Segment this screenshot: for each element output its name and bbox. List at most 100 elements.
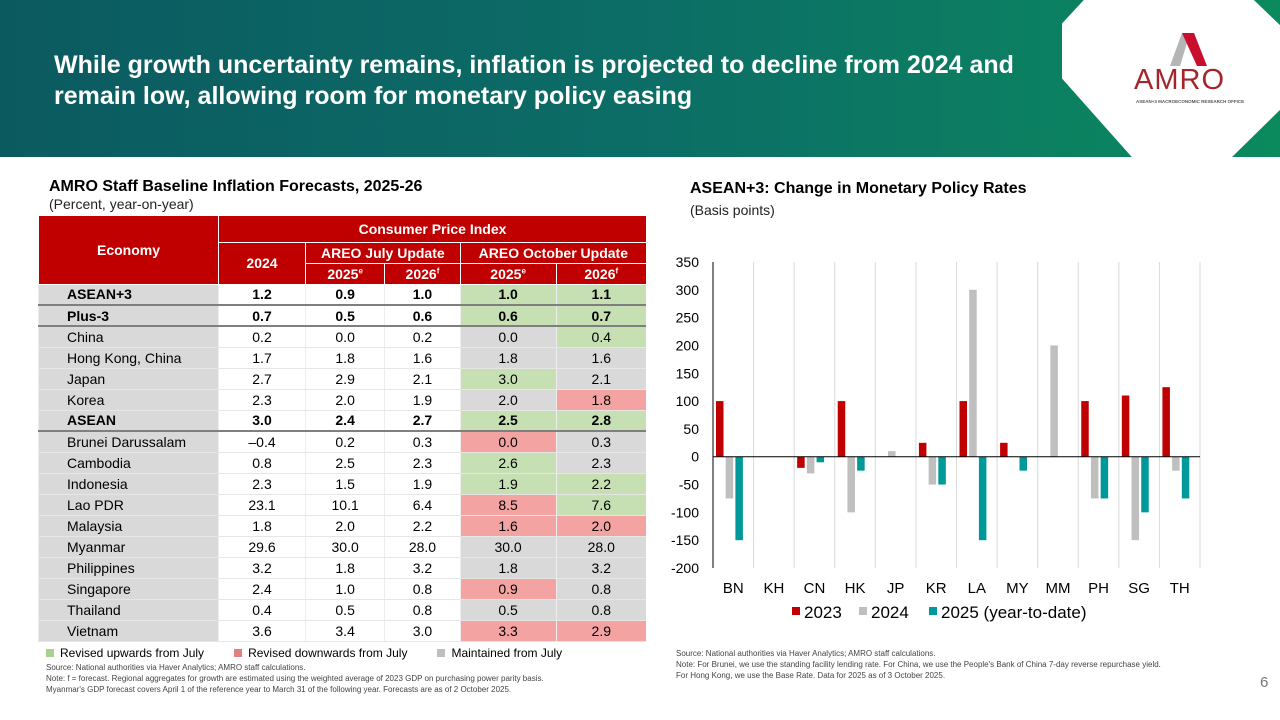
value-cell: 1.9 bbox=[459, 473, 557, 495]
economy-cell: Brunei Darussalam bbox=[38, 431, 219, 453]
y-tick-label: 300 bbox=[676, 282, 700, 298]
legend-up: Revised upwards from July bbox=[46, 646, 204, 660]
chart-title: ASEAN+3: Change in Monetary Policy Rates bbox=[690, 180, 1027, 197]
value-cell: 0.6 bbox=[384, 305, 461, 327]
value-cell: 3.2 bbox=[384, 557, 461, 579]
bar-2023-CN bbox=[797, 456, 805, 468]
y-tick-label: 100 bbox=[676, 393, 700, 409]
bar-2024-LA bbox=[969, 289, 977, 457]
value-cell: 0.0 bbox=[459, 431, 557, 453]
table-row: Plus-3 0.7 0.5 0.6 0.6 0.7 bbox=[38, 305, 646, 327]
value-cell: 2.0 bbox=[304, 515, 385, 537]
value-cell: 0.3 bbox=[555, 431, 646, 453]
value-cell: 0.0 bbox=[459, 326, 557, 348]
table-legend: Revised upwards from July Revised downwa… bbox=[46, 646, 562, 660]
value-cell: 2.3 bbox=[218, 473, 306, 495]
chart-subtitle: (Basis points) bbox=[690, 202, 775, 218]
value-cell: –0.4 bbox=[218, 431, 306, 453]
table-row: ASEAN 3.0 2.4 2.7 2.5 2.8 bbox=[38, 410, 646, 432]
x-tick-label: SG bbox=[1128, 580, 1150, 597]
bar-2023-BN bbox=[716, 401, 724, 457]
table-notes: Source: National authorities via Haver A… bbox=[46, 663, 544, 694]
value-cell: 30.0 bbox=[304, 536, 385, 558]
economy-cell: Thailand bbox=[38, 599, 219, 621]
value-cell: 0.6 bbox=[459, 305, 557, 327]
economy-cell: ASEAN bbox=[38, 410, 219, 432]
value-cell: 0.4 bbox=[218, 599, 306, 621]
value-cell: 0.8 bbox=[218, 452, 306, 474]
legend-label: 2025 (year-to-date) bbox=[941, 603, 1087, 622]
bar-2025-PH bbox=[1100, 456, 1109, 499]
header-2024: 2024 bbox=[218, 242, 306, 285]
legend-label: 2023 bbox=[804, 603, 842, 622]
value-cell: 2.0 bbox=[555, 515, 646, 537]
bar-2023-MY bbox=[1000, 442, 1008, 457]
table-row: Brunei Darussalam –0.4 0.2 0.3 0.0 0.3 bbox=[38, 431, 646, 453]
value-cell: 2.5 bbox=[459, 410, 557, 432]
y-tick-label: 50 bbox=[683, 421, 699, 437]
table-row: Japan 2.7 2.9 2.1 3.0 2.1 bbox=[38, 368, 646, 390]
y-tick-label: -150 bbox=[671, 532, 699, 548]
header-july-2026: 2026f bbox=[384, 263, 461, 285]
value-cell: 28.0 bbox=[384, 536, 461, 558]
bar-2025-CN bbox=[816, 456, 825, 463]
value-cell: 1.6 bbox=[555, 347, 646, 369]
logo-subtitle: ASEAN+3 MACROECONOMIC RESEARCH OFFICE bbox=[1136, 99, 1245, 104]
bar-2025-KR bbox=[938, 456, 946, 485]
economy-cell: China bbox=[38, 326, 219, 348]
value-cell: 0.9 bbox=[304, 284, 385, 306]
bar-2025-MY bbox=[1019, 456, 1027, 471]
value-cell: 3.0 bbox=[218, 410, 306, 432]
bar-2023-LA bbox=[959, 401, 967, 457]
value-cell: 0.5 bbox=[304, 599, 385, 621]
header-october: AREO October Update bbox=[459, 242, 646, 264]
table-row: Lao PDR 23.1 10.1 6.4 8.5 7.6 bbox=[38, 494, 646, 516]
value-cell: 3.2 bbox=[555, 557, 646, 579]
value-cell: 0.0 bbox=[304, 326, 385, 348]
value-cell: 1.0 bbox=[304, 578, 385, 600]
value-cell: 2.4 bbox=[218, 578, 306, 600]
legend-down: Revised downwards from July bbox=[234, 646, 407, 660]
value-cell: 0.8 bbox=[555, 578, 646, 600]
value-cell: 10.1 bbox=[304, 494, 385, 516]
value-cell: 0.3 bbox=[384, 431, 461, 453]
value-cell: 0.2 bbox=[218, 326, 306, 348]
value-cell: 3.6 bbox=[218, 620, 306, 642]
economy-cell: Vietnam bbox=[38, 620, 219, 642]
value-cell: 1.6 bbox=[459, 515, 557, 537]
value-cell: 2.4 bbox=[304, 410, 385, 432]
value-cell: 0.5 bbox=[304, 305, 385, 327]
value-cell: 1.8 bbox=[304, 557, 385, 579]
header-july-2025: 2025e bbox=[304, 263, 385, 285]
x-tick-label: BN bbox=[723, 580, 744, 597]
value-cell: 1.8 bbox=[459, 557, 557, 579]
value-cell: 3.2 bbox=[218, 557, 306, 579]
value-cell: 0.2 bbox=[384, 326, 461, 348]
value-cell: 2.8 bbox=[555, 410, 646, 432]
bar-2024-CN bbox=[806, 456, 815, 474]
legend-swatch bbox=[859, 607, 867, 615]
bar-2025-BN bbox=[735, 456, 743, 541]
bar-2023-TH bbox=[1162, 387, 1170, 457]
x-tick-label: MY bbox=[1006, 580, 1029, 597]
chart-notes: Source: National authorities via Haver A… bbox=[676, 649, 1161, 680]
economy-cell: Cambodia bbox=[38, 452, 219, 474]
value-cell: 1.9 bbox=[384, 389, 461, 411]
value-cell: 3.3 bbox=[459, 620, 557, 642]
y-tick-label: 200 bbox=[676, 337, 700, 353]
bar-2024-HK bbox=[847, 456, 855, 513]
y-tick-label: 150 bbox=[676, 365, 700, 381]
value-cell: 0.8 bbox=[384, 578, 461, 600]
bar-2023-SG bbox=[1121, 395, 1130, 457]
economy-cell: Philippines bbox=[38, 557, 219, 579]
value-cell: 1.8 bbox=[555, 389, 646, 411]
value-cell: 3.4 bbox=[304, 620, 385, 642]
value-cell: 1.6 bbox=[384, 347, 461, 369]
economy-cell: Lao PDR bbox=[38, 494, 219, 516]
value-cell: 6.4 bbox=[384, 494, 461, 516]
value-cell: 1.8 bbox=[218, 515, 306, 537]
x-tick-label: KH bbox=[763, 580, 784, 597]
value-cell: 2.9 bbox=[555, 620, 646, 642]
value-cell: 3.0 bbox=[459, 368, 557, 390]
